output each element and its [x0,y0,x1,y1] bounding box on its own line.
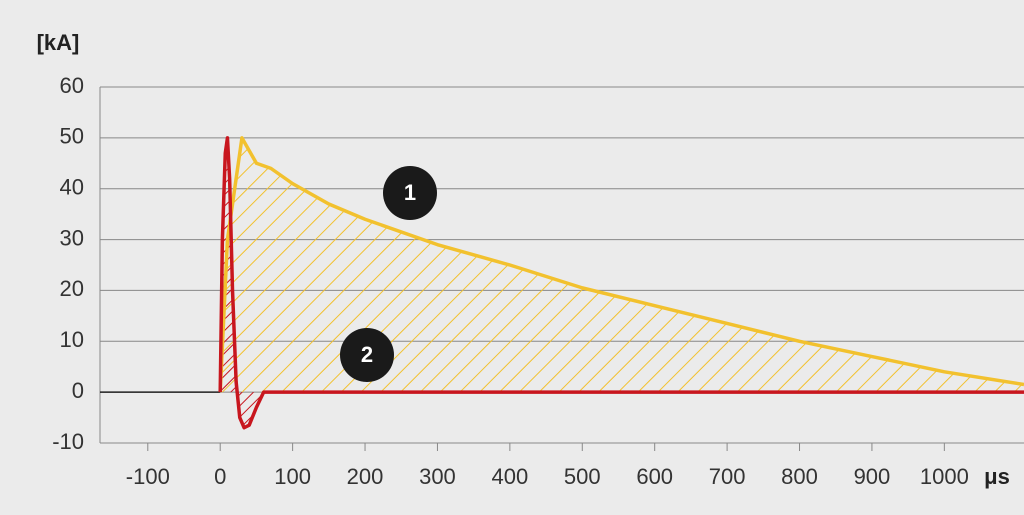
y-tick-label: 20 [60,276,84,301]
legend-badge [383,166,437,220]
x-tick-label: 900 [854,464,891,489]
x-tick-label: 800 [781,464,818,489]
y-tick-label: 10 [60,327,84,352]
y-tick-label: 60 [60,73,84,98]
x-tick-label: 300 [419,464,456,489]
y-unit: [kA] [37,30,80,55]
x-tick-label: 600 [636,464,673,489]
x-tick-label: 100 [274,464,311,489]
series-line [218,136,1024,393]
x-tick-label: 400 [492,464,529,489]
y-tick-label: 30 [60,225,84,250]
x-unit: μs [984,464,1010,489]
x-tick-label: 1000 [920,464,969,489]
hatched-area [220,137,1024,393]
legend-label: 1 [404,180,416,205]
x-tick-label: 200 [347,464,384,489]
x-tick-label: 700 [709,464,746,489]
y-tick-label: 0 [72,378,84,403]
y-tick-label: 40 [60,175,84,200]
x-tick-label: 500 [564,464,601,489]
series-line [218,136,1024,430]
x-tick-label: -100 [126,464,170,489]
y-tick-label: -10 [52,429,84,454]
legend-label: 2 [361,342,373,367]
y-tick-label: 50 [60,124,84,149]
x-tick-label: 0 [214,464,226,489]
legend-badge [340,328,394,382]
